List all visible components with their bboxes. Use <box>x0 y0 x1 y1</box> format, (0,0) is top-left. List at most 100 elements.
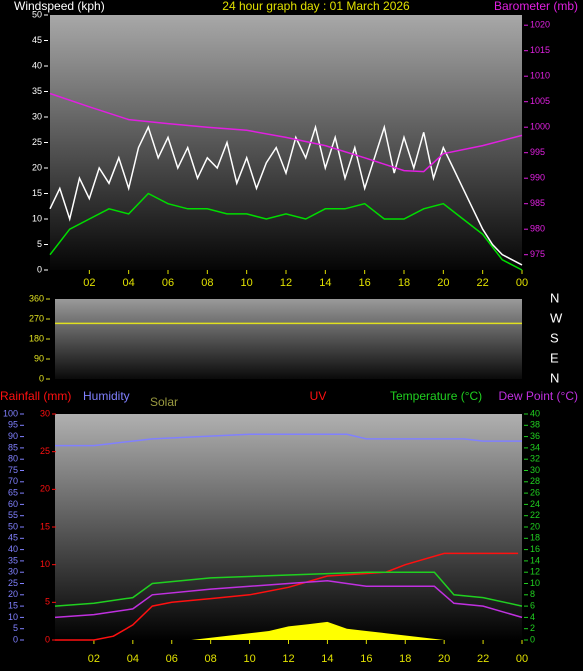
y-tick-label: 10 <box>32 213 42 223</box>
compass-label: S <box>550 330 559 345</box>
legend-label: Rainfall (mm) <box>0 389 71 403</box>
y2-tick-label: 20 <box>530 521 540 531</box>
x-tick-label: 22 <box>477 277 489 289</box>
y3-tick-label: 50 <box>8 521 18 531</box>
y-tick-label: 15 <box>40 521 50 531</box>
y2-tick-label: 1000 <box>530 122 550 132</box>
x-tick-label: 10 <box>241 277 253 289</box>
x-tick-label: 06 <box>166 653 178 665</box>
line <box>49 92 523 173</box>
y3-tick-label: 90 <box>8 431 18 441</box>
y3-tick-label: 45 <box>8 533 18 543</box>
x-tick-label: 16 <box>359 277 371 289</box>
compass-label: E <box>550 350 559 365</box>
x-tick-label: 22 <box>477 653 489 665</box>
y-tick-label: 40 <box>32 60 42 70</box>
y2-axis-label: Barometer (mb) <box>494 0 578 13</box>
y-tick-label: 0 <box>37 264 42 274</box>
y2-tick-label: 32 <box>530 454 540 464</box>
y3-tick-label: 10 <box>8 612 18 622</box>
plot-area <box>55 414 522 641</box>
y2-tick-label: 30 <box>530 465 540 475</box>
y2-tick-label: 34 <box>530 442 540 452</box>
y-tick-label: 180 <box>29 333 44 343</box>
y2-tick-label: 10 <box>530 578 540 588</box>
x-tick-label: 02 <box>83 277 95 289</box>
y3-tick-label: 75 <box>8 465 18 475</box>
y-tick-label: 10 <box>40 559 50 569</box>
x-tick-label: 18 <box>399 653 411 665</box>
line <box>55 552 519 641</box>
y2-tick-label: 24 <box>530 499 540 509</box>
y-tick-label: 5 <box>45 597 50 607</box>
y3-tick-label: 100 <box>3 408 18 418</box>
y2-tick-label: 8 <box>530 589 535 599</box>
line <box>54 579 523 619</box>
y2-tick-label: 985 <box>530 198 545 208</box>
plot-area <box>50 15 522 270</box>
y3-tick-label: 20 <box>8 589 18 599</box>
y-tick-label: 0 <box>39 373 44 383</box>
y2-tick-label: 14 <box>530 555 540 565</box>
y2-tick-label: 38 <box>530 420 540 430</box>
y3-tick-label: 95 <box>8 420 18 430</box>
y-tick-label: 360 <box>29 293 44 303</box>
y3-tick-label: 0 <box>13 634 18 644</box>
y2-tick-label: 1020 <box>530 20 550 30</box>
x-tick-label: 06 <box>162 277 174 289</box>
line <box>49 124 523 266</box>
y-tick-label: 45 <box>32 35 42 45</box>
y2-tick-label: 990 <box>530 173 545 183</box>
x-tick-label: 12 <box>280 277 292 289</box>
y2-tick-label: 975 <box>530 249 545 259</box>
y3-tick-label: 80 <box>8 454 18 464</box>
y3-tick-label: 70 <box>8 476 18 486</box>
compass-label: W <box>550 310 563 325</box>
y2-tick-label: 22 <box>530 510 540 520</box>
y3-tick-label: 15 <box>8 600 18 610</box>
chart-title: 24 hour graph day : 01 March 2026 <box>222 0 410 13</box>
compass-label: N <box>550 370 559 385</box>
y-tick-label: 25 <box>32 137 42 147</box>
y3-tick-label: 65 <box>8 487 18 497</box>
y2-tick-label: 40 <box>530 408 540 418</box>
x-tick-label: 00 <box>516 277 528 289</box>
x-tick-label: 20 <box>437 277 449 289</box>
x-tick-label: 04 <box>127 653 139 665</box>
y3-tick-label: 25 <box>8 578 18 588</box>
legend-label: Temperature (°C) <box>390 389 482 403</box>
y-tick-label: 5 <box>37 239 42 249</box>
y2-tick-label: 6 <box>530 600 535 610</box>
x-tick-label: 20 <box>438 653 450 665</box>
annotation: UV <box>310 389 327 403</box>
plot-area <box>55 299 522 379</box>
x-tick-label: 08 <box>201 277 213 289</box>
y2-tick-label: 28 <box>530 476 540 486</box>
y3-tick-label: 40 <box>8 544 18 554</box>
y-tick-label: 30 <box>40 408 50 418</box>
y3-tick-label: 5 <box>13 623 18 633</box>
y2-tick-label: 12 <box>530 567 540 577</box>
x-tick-label: 04 <box>123 277 135 289</box>
y2-tick-label: 1010 <box>530 71 550 81</box>
legend-label: Dew Point (°C) <box>499 389 578 403</box>
y-tick-label: 15 <box>32 188 42 198</box>
y-tick-label: 50 <box>32 9 42 19</box>
y2-tick-label: 26 <box>530 487 540 497</box>
y2-tick-label: 1005 <box>530 96 550 106</box>
y-tick-label: 20 <box>40 484 50 494</box>
x-tick-label: 16 <box>360 653 372 665</box>
y2-tick-label: 980 <box>530 224 545 234</box>
compass-label: N <box>550 290 559 305</box>
y2-tick-label: 16 <box>530 544 540 554</box>
line <box>54 571 523 607</box>
y2-tick-label: 1015 <box>530 45 550 55</box>
y2-tick-label: 36 <box>530 431 540 441</box>
line <box>55 433 522 447</box>
y-tick-label: 0 <box>45 634 50 644</box>
x-tick-label: 08 <box>205 653 217 665</box>
x-tick-label: 12 <box>282 653 294 665</box>
y2-tick-label: 995 <box>530 147 545 157</box>
y-tick-label: 25 <box>40 446 50 456</box>
y3-tick-label: 60 <box>8 499 18 509</box>
